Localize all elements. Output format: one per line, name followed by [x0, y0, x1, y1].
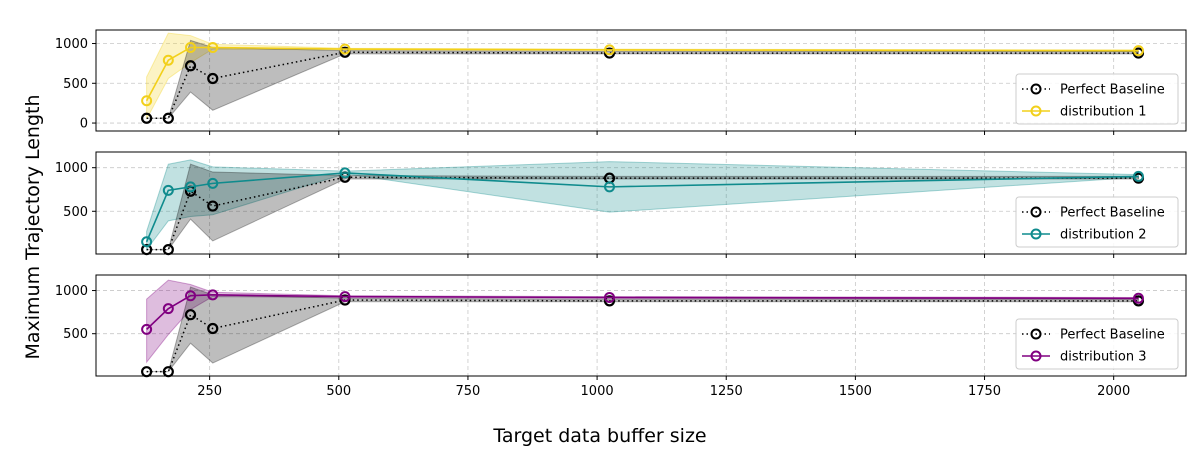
x-tick-label: 2000 [1097, 384, 1130, 399]
series-point [207, 289, 219, 301]
panel-3: 500 1000 250 500 750 1000 1250 1500 1750 2000 Perf… [55, 274, 1187, 399]
baseline-band [146, 39, 1139, 119]
x-tick-label: 750 [456, 384, 481, 399]
baseline-point [339, 46, 351, 58]
x-tick-label: 1250 [710, 384, 743, 399]
y-axis-title: Maximum Trajectory Length [22, 94, 44, 359]
series-point [207, 41, 219, 53]
legend-series-marker [1030, 350, 1042, 362]
baseline-point [184, 60, 197, 72]
legend-baseline-marker [1030, 206, 1042, 218]
legend-series-label: distribution 3 [1060, 350, 1147, 365]
axes-frame [95, 151, 1187, 255]
series-point [141, 95, 153, 107]
series-point [141, 236, 153, 248]
legend: Perfect Baseline distribution 3 [1015, 318, 1179, 370]
series-point [207, 177, 219, 189]
baseline-point [184, 309, 197, 321]
chart-panels: 0 500 1000 Perfect Baseline distribution 1 50… [55, 29, 1187, 399]
y-tick-label: 1000 [55, 37, 88, 52]
legend: Perfect Baseline distribution 1 [1015, 73, 1179, 125]
axes-frame [95, 29, 1187, 132]
baseline-point [207, 322, 219, 335]
legend-series-label: distribution 1 [1060, 105, 1147, 120]
series-point [141, 323, 153, 335]
y-tick-label: 500 [63, 205, 88, 220]
legend-series-marker [1030, 228, 1042, 240]
baseline-line [146, 299, 1139, 373]
series-point [162, 54, 174, 66]
series-point [185, 181, 197, 193]
series-point [339, 291, 351, 303]
series-line [146, 294, 1139, 330]
series-point [603, 181, 615, 193]
legend-baseline-marker [1030, 328, 1042, 340]
x-tick-label: 500 [326, 384, 351, 399]
baseline-line [146, 51, 1139, 120]
series-point [185, 290, 197, 302]
baseline-band [146, 286, 1139, 373]
x-tick-label: 1750 [968, 384, 1001, 399]
y-tick-label: 500 [63, 77, 88, 92]
y-tick-label: 1000 [55, 161, 88, 176]
legend: Perfect Baseline distribution 2 [1015, 196, 1179, 248]
y-tick-label: 500 [63, 327, 88, 342]
legend-series-label: distribution 2 [1060, 228, 1147, 243]
x-axis-title: Target data buffer size [492, 425, 706, 447]
series-point [1132, 292, 1144, 304]
series-point [162, 184, 174, 196]
baseline-point [603, 47, 616, 59]
legend-series-marker [1030, 105, 1042, 117]
y-tick-label: 0 [80, 117, 88, 132]
legend-box [1015, 196, 1179, 248]
baseline-point [339, 294, 351, 306]
legend-baseline-marker [1030, 83, 1042, 95]
series-point [1132, 170, 1144, 182]
baseline-point [207, 200, 219, 212]
legend-baseline-label: Perfect Baseline [1060, 206, 1165, 221]
legend-box [1015, 318, 1179, 370]
panel-2: 500 1000 Perfect Baseline distribution 2 [55, 151, 1187, 258]
x-tick-label: 1000 [581, 384, 614, 399]
series-point [603, 291, 615, 303]
legend-baseline-label: Perfect Baseline [1060, 83, 1165, 98]
legend-baseline-label: Perfect Baseline [1060, 328, 1165, 343]
series-band [146, 279, 1139, 364]
series-line [145, 46, 1139, 102]
series-point [339, 43, 351, 55]
series-line [145, 172, 1139, 243]
axes-frame [95, 274, 1187, 377]
series-band [146, 159, 1139, 252]
series-point [1132, 45, 1144, 57]
series-point [162, 303, 174, 315]
x-tick-label: 1500 [839, 384, 872, 399]
baseline-point [207, 72, 219, 85]
baseline-point [603, 295, 616, 307]
baseline-point [141, 112, 153, 124]
y-tick-label: 1000 [55, 284, 88, 299]
panel-1: 0 500 1000 Perfect Baseline distribution 1 [55, 29, 1187, 135]
series-band [146, 32, 1139, 120]
x-tick-label: 250 [197, 384, 222, 399]
legend-box [1015, 73, 1179, 125]
series-point [185, 41, 197, 53]
series-point [603, 44, 615, 56]
baseline-point [162, 112, 174, 124]
series-point [339, 167, 351, 179]
